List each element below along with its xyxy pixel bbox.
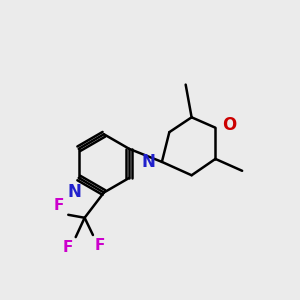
Text: O: O bbox=[222, 116, 236, 134]
Text: F: F bbox=[53, 198, 64, 213]
Text: F: F bbox=[62, 240, 73, 255]
Text: N: N bbox=[67, 183, 81, 201]
Text: N: N bbox=[142, 153, 155, 171]
Text: F: F bbox=[94, 238, 105, 253]
